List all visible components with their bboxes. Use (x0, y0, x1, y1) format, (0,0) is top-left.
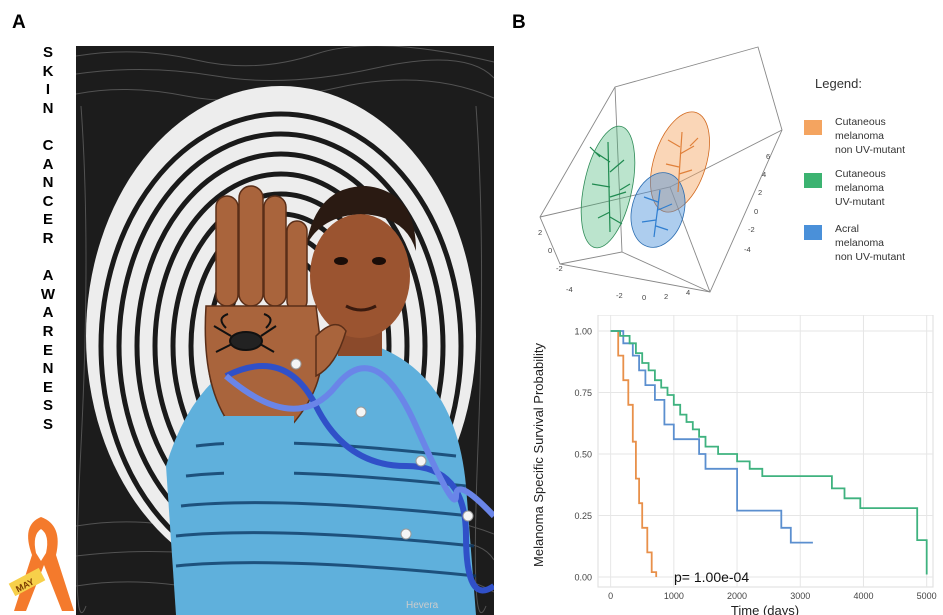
legend-label: non UV-mutant (835, 251, 905, 263)
awareness-letter: A (42, 304, 54, 322)
legend-label: melanoma (835, 182, 884, 194)
legend-swatch (804, 120, 822, 135)
x-axis-label: Time (days) (731, 603, 799, 615)
survival-curve-1 (610, 330, 813, 544)
panel-label-b: B (512, 12, 526, 33)
pca-tick: 0 (754, 207, 758, 216)
tree-green (589, 141, 631, 233)
legend-item-cutaneous-non-uv: Cutaneous melanoma non UV-mutant (804, 116, 905, 156)
awareness-letter: S (42, 397, 53, 415)
pca-tick: 2 (538, 228, 542, 237)
legend-title: Legend: (815, 76, 862, 91)
awareness-letter: N (42, 99, 54, 117)
awareness-letter: E (42, 211, 53, 229)
survival-chart: 0.00 0.25 0.50 0.75 1.00 0 1000 2000 3000 4000 50… (531, 315, 937, 615)
p-value-annotation: p= 1.00e-04 (674, 569, 749, 585)
legend-swatch (804, 225, 822, 240)
person-hair (306, 186, 416, 251)
tree-blue (641, 189, 673, 238)
pca-tick: 6 (766, 152, 770, 161)
pca-tick: 2 (664, 292, 668, 301)
x-tick-label: 1000 (664, 591, 684, 601)
pca-tick: 4 (762, 170, 766, 179)
x-tick-label: 5000 (917, 591, 937, 601)
plot-area (597, 315, 934, 588)
grid (598, 315, 933, 587)
awareness-letter: E (42, 378, 53, 396)
x-tick-label: 4000 (853, 591, 873, 601)
awareness-letter: A (42, 155, 54, 173)
y-tick-label: 0.50 (574, 450, 592, 460)
pca-3d-plot: 6 4 2 0 -2 -4 2 0 -2 -4 -2 0 2 4 (538, 46, 783, 302)
y-tick-label: 0.25 (574, 511, 592, 521)
x-tick-label: 2000 (727, 591, 747, 601)
y-tick-label: 1.00 (574, 327, 592, 337)
awareness-letter: C (42, 136, 54, 154)
awareness-letter: N (42, 360, 54, 378)
awareness-letter: S (42, 415, 53, 433)
awareness-letter: S (42, 44, 53, 61)
survival-curves (610, 330, 928, 577)
awareness-ribbon-icon: MAY (8, 517, 74, 611)
x-tick-label: 0 (608, 591, 613, 601)
x-tick-label: 3000 (790, 591, 810, 601)
pca-tick: -4 (744, 245, 751, 254)
awareness-letter: I (45, 81, 51, 99)
legend-swatch (804, 173, 822, 188)
svg-text:Hevera: Hevera (406, 600, 439, 611)
pca-tick: 0 (548, 246, 552, 255)
pca-cube-frame (539, 46, 783, 293)
awareness-letter: N (42, 174, 54, 192)
survival-curve-0 (610, 330, 658, 577)
awareness-letter: K (42, 62, 54, 80)
pca-tick: 2 (758, 188, 762, 197)
awareness-letter: A (42, 267, 54, 285)
legend: Legend: Cutaneous melanoma non UV-mutant… (800, 72, 943, 272)
pca-tick: -2 (556, 264, 563, 273)
legend-label: non UV-mutant (835, 144, 905, 156)
legend-label: Cutaneous (835, 168, 886, 180)
legend-label: Acral (835, 223, 859, 235)
legend-item-acral-non-uv: Acral melanoma non UV-mutant (804, 223, 905, 263)
pca-tick: -2 (748, 225, 755, 234)
y-axis-ticks: 0.00 0.25 0.50 0.75 1.00 (574, 327, 592, 583)
awareness-artwork: Hevera (76, 46, 494, 615)
awareness-letter: W (40, 285, 56, 303)
person-face (310, 214, 410, 338)
dna-helix (224, 363, 494, 594)
crab-icon (213, 313, 277, 353)
legend-label: UV-mutant (835, 196, 885, 208)
pca-tick: -2 (616, 291, 623, 300)
x-axis-ticks: 0 1000 2000 3000 4000 5000 (608, 591, 937, 601)
panel-label-a: A (12, 12, 26, 33)
y-tick-label: 0.00 (574, 573, 592, 583)
tree-orange (665, 131, 699, 193)
pca-tick: -4 (566, 285, 573, 294)
y-axis-label: Melanoma Specific Survival Probability (531, 343, 546, 567)
legend-label: Cutaneous (835, 116, 886, 128)
y-tick-label: 0.75 (574, 388, 592, 398)
pca-axis-ticks: 6 4 2 0 -2 -4 2 0 -2 -4 -2 0 2 4 (538, 152, 770, 302)
awareness-letter: R (42, 322, 54, 340)
pca-tick: 0 (642, 293, 646, 302)
survival-curve-2 (610, 330, 928, 575)
awareness-gap (35, 118, 61, 137)
awareness-letter: C (42, 192, 54, 210)
legend-label: melanoma (835, 237, 884, 249)
awareness-letter: E (42, 341, 53, 359)
awareness-gap (35, 249, 61, 268)
awareness-letter: R (42, 229, 54, 247)
legend-item-cutaneous-uv: Cutaneous melanoma UV-mutant (804, 168, 886, 208)
legend-label: melanoma (835, 130, 884, 142)
pca-tick: 4 (686, 288, 690, 297)
